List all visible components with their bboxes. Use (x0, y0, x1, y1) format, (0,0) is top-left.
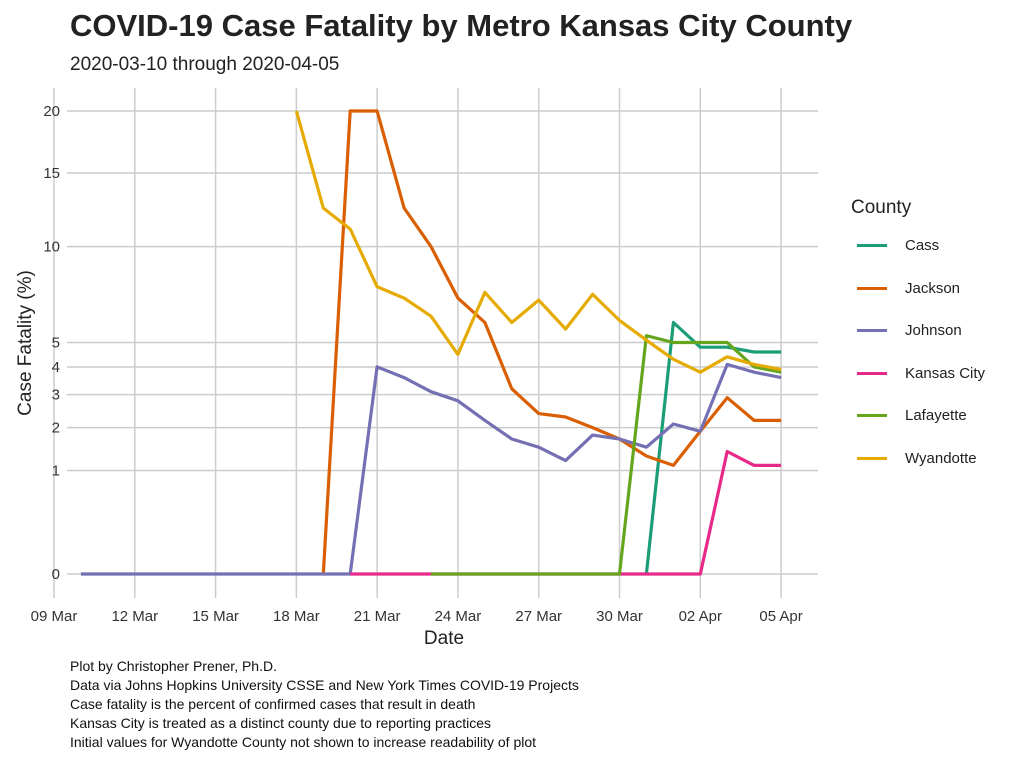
series-line-wyandotte (294, 110, 782, 374)
y-tick-label: 20 (43, 103, 60, 120)
legend-item: Johnson (851, 322, 985, 365)
legend-item: Lafayette (851, 407, 985, 450)
x-tick-label: 18 Mar (273, 608, 320, 625)
legend: County Cass Jackson Johnson Kansas City Lafa… (851, 197, 985, 492)
y-tick-label: 0 (52, 566, 60, 583)
x-tick-labels: 09 Mar 12 Mar 15 Mar 18 Mar 21 Mar 24 Mar 27 M… (31, 608, 803, 625)
y-tick-label: 10 (43, 239, 60, 256)
grid-lines (53, 88, 818, 598)
legend-item: Cass (851, 237, 985, 280)
x-tick-label: 02 Apr (679, 608, 722, 625)
legend-label: Kansas City (905, 364, 986, 382)
series-line-jackson (321, 109, 782, 575)
y-tick-label: 1 (52, 462, 60, 479)
caption-line: Data via Johns Hopkins University CSSE a… (70, 677, 579, 693)
legend-key-swatch (857, 329, 887, 332)
legend-item: Kansas City (851, 365, 985, 408)
legend-key-swatch (857, 371, 887, 375)
y-axis-title: Case Fatality (%) (15, 270, 36, 416)
x-tick-label: 09 Mar (31, 608, 78, 625)
series-line-cass (644, 320, 782, 575)
legend-item: Jackson (851, 280, 985, 323)
legend-label: Cass (905, 237, 940, 254)
chart-subtitle: 2020-03-10 through 2020-04-05 (70, 54, 340, 75)
series-line-johnson (80, 362, 782, 576)
legend-label: Jackson (905, 279, 961, 297)
legend-key-swatch (857, 244, 887, 247)
legend-label: Johnson (905, 322, 962, 339)
x-tick-label: 30 Mar (596, 608, 643, 625)
legend-items: Cass Jackson Johnson Kansas City Lafayette Wy… (851, 237, 985, 492)
legend-key-swatch (857, 456, 887, 460)
series-line-lafayette (431, 334, 782, 576)
x-tick-label: 12 Mar (111, 608, 158, 625)
x-tick-label: 24 Mar (435, 608, 482, 625)
legend-title: County (851, 197, 912, 218)
caption-line: Kansas City is treated as a distinct cou… (70, 715, 491, 731)
chart-title: COVID-19 Case Fatality by Metro Kansas C… (70, 8, 853, 43)
x-tick-label: 27 Mar (515, 608, 562, 625)
x-tick-label: 21 Mar (354, 608, 401, 625)
legend-key-swatch (857, 414, 887, 417)
y-tick-label: 15 (43, 165, 60, 182)
legend-label: Wyandotte (905, 449, 977, 467)
x-tick-label: 05 Apr (759, 608, 802, 625)
legend-item: Wyandotte (851, 450, 985, 493)
legend-label: Lafayette (905, 407, 967, 424)
x-axis-title: Date (424, 628, 464, 649)
y-tick-label: 2 (52, 420, 60, 437)
y-tick-label: 5 (52, 335, 60, 352)
y-tick-label: 3 (52, 387, 60, 404)
y-tick-label: 4 (52, 359, 60, 376)
x-tick-label: 15 Mar (192, 608, 239, 625)
legend-key-swatch (857, 286, 887, 290)
caption-line: Case fatality is the percent of confirme… (70, 696, 476, 712)
series-lines (80, 109, 782, 576)
y-tick-labels: 0 1 2 3 4 5 10 15 20 (43, 103, 60, 583)
caption-line: Plot by Christopher Prener, Ph.D. (70, 658, 277, 674)
caption: Plot by Christopher Prener, Ph.D. Data v… (70, 657, 579, 752)
caption-line: Initial values for Wyandotte County not … (70, 734, 537, 750)
